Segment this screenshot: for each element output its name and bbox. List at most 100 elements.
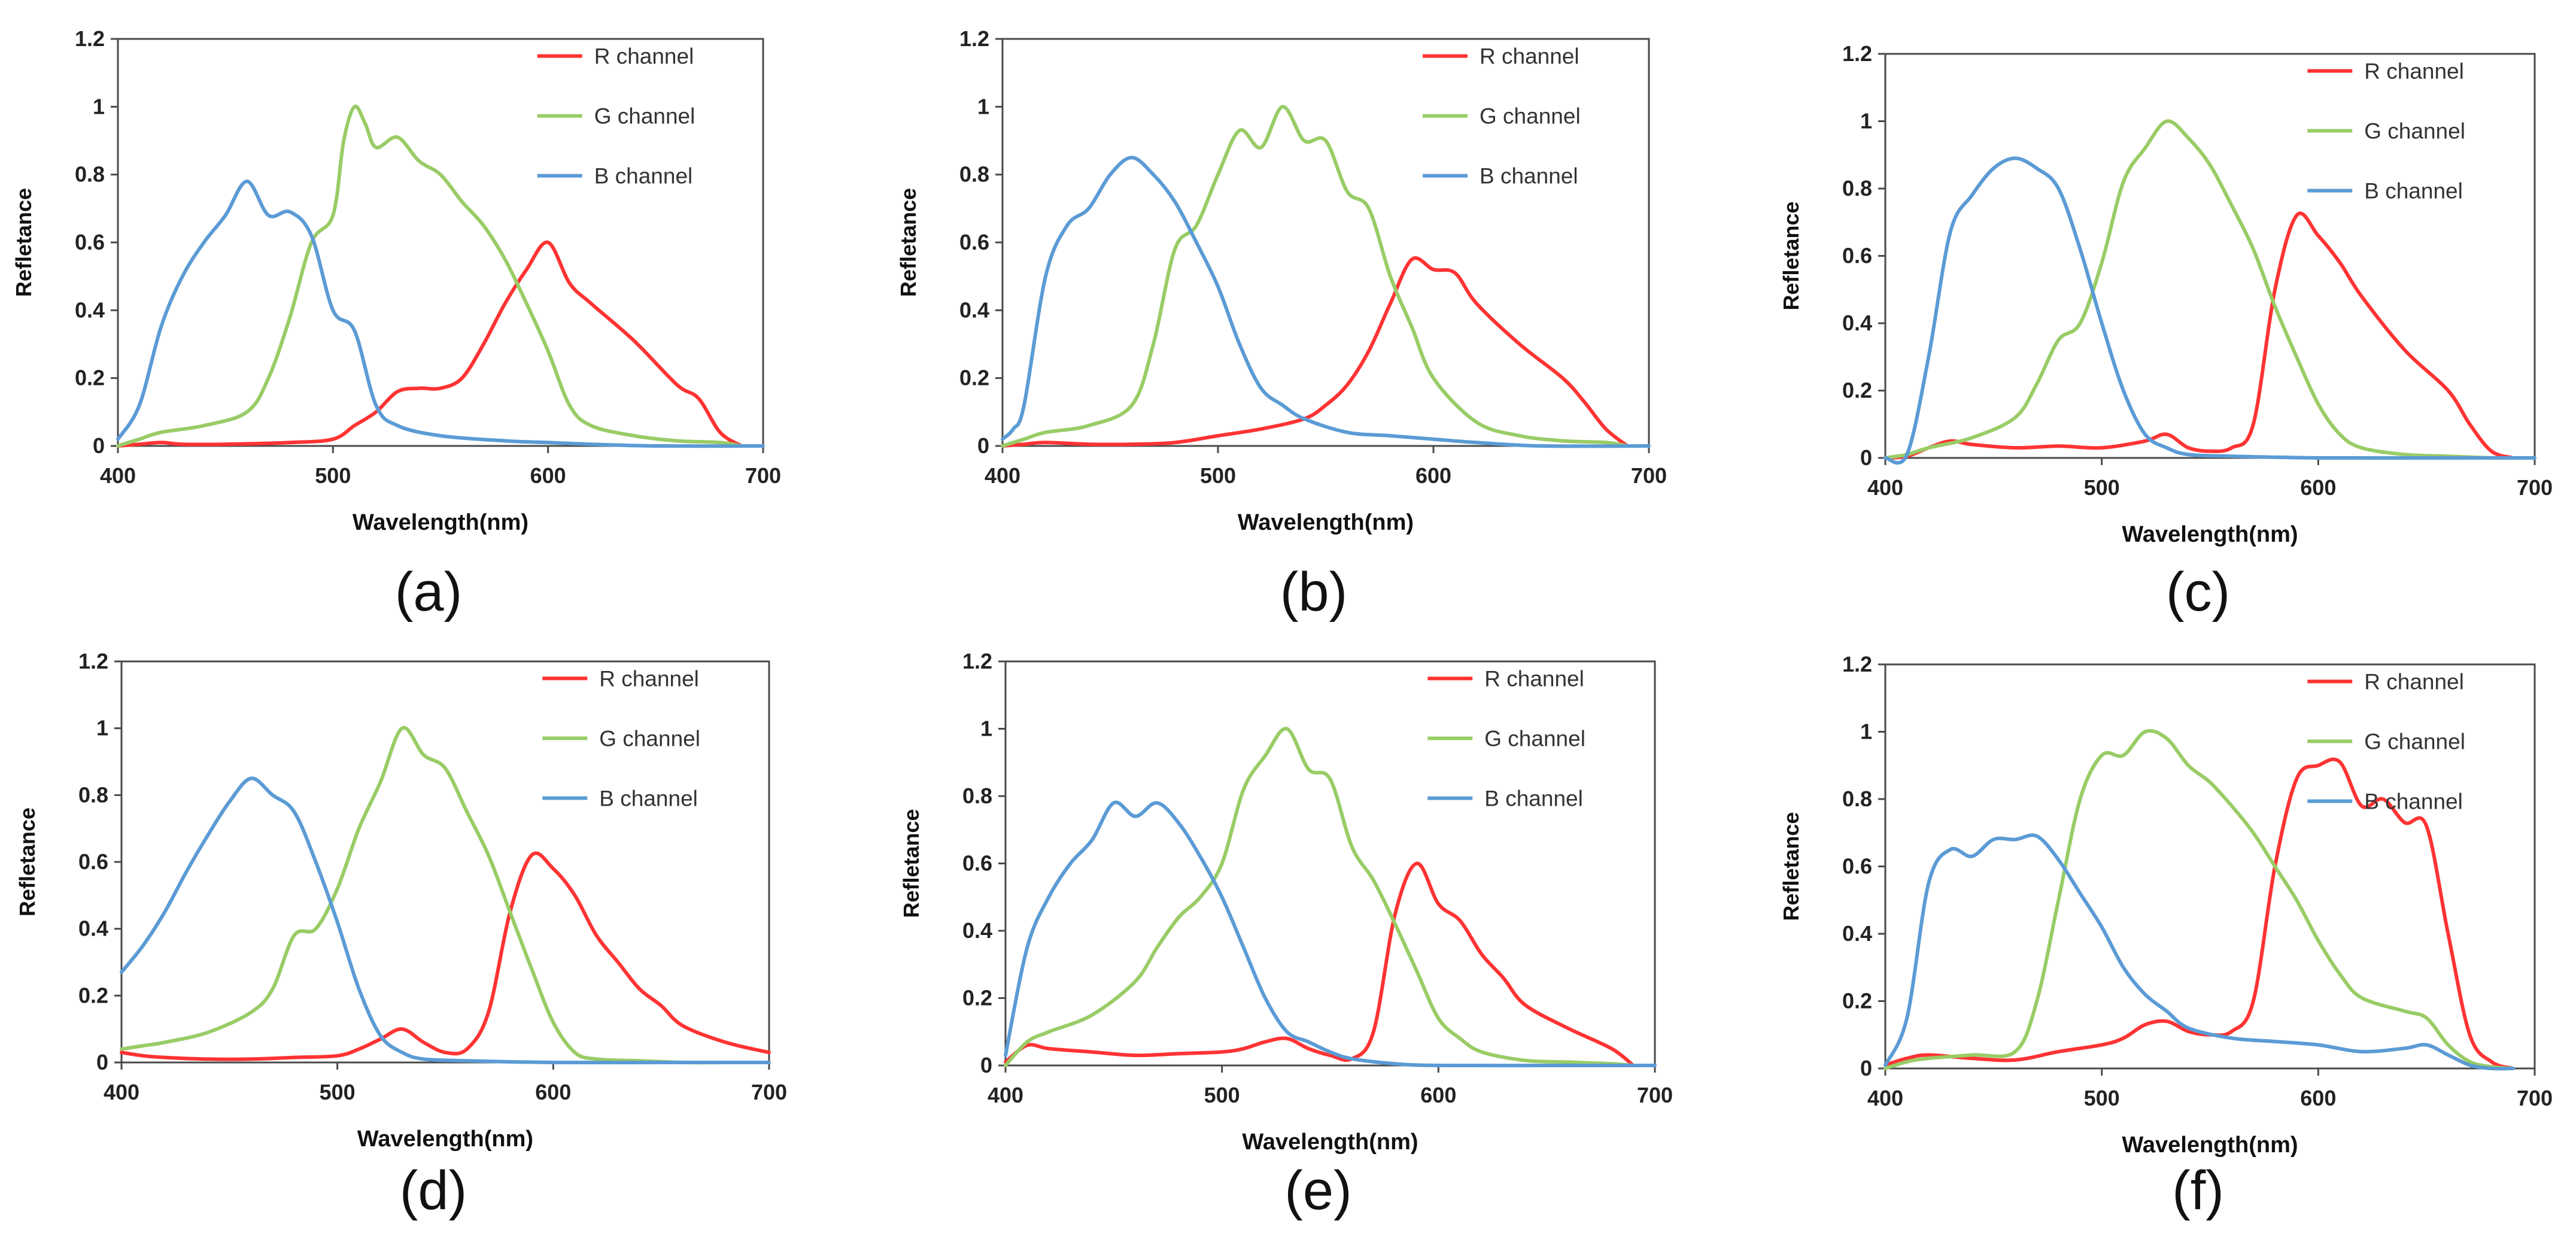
x-tick-label: 600	[1415, 463, 1451, 488]
y-tick-label: 1	[977, 94, 989, 119]
x-tick-label: 500	[320, 1080, 356, 1104]
y-tick-label: 1.2	[1842, 41, 1872, 66]
y-tick-label: 0.4	[78, 916, 108, 941]
y-tick-label: 1	[1860, 109, 1872, 133]
chart-panel: 0 0.2 0.4 0.6 0.8 1 1.2 400 500 600 700 Wavelength(…	[11, 26, 781, 623]
x-tick-label: 600	[2300, 475, 2336, 500]
series-line-b-channel	[1884, 833, 2515, 1071]
series-line-r-channel	[1001, 256, 1629, 448]
chart-panel: 0 0.2 0.4 0.6 0.8 1 1.2 400 500 600 700 Wavelength(…	[899, 649, 1673, 1221]
y-tick-label: 0.4	[962, 918, 992, 943]
y-tick-label: 0	[93, 433, 105, 458]
series-line-r-channel	[116, 240, 744, 448]
y-tick-label: 0.4	[1842, 921, 1872, 946]
y-tick-label: 0.6	[1842, 244, 1872, 268]
legend-label: R channel	[594, 44, 694, 69]
y-axis-label: Refletance	[1779, 201, 1803, 310]
legend-label: B channel	[2364, 179, 2463, 204]
x-tick-label: 500	[315, 463, 351, 488]
y-tick-label: 1.2	[75, 26, 105, 51]
x-axis-label: Wavelength(nm)	[357, 1127, 533, 1152]
legend-label: R channel	[1484, 667, 1584, 691]
x-tick-label: 500	[2084, 475, 2120, 500]
y-tick-label: 0.6	[1842, 854, 1872, 879]
y-tick-label: 0.4	[75, 297, 105, 322]
y-tick-label: 0.2	[1842, 378, 1872, 403]
x-tick-label: 400	[1867, 475, 1903, 500]
legend-label: B channel	[1484, 787, 1583, 811]
y-axis-label: Refletance	[1779, 812, 1803, 921]
chart-panel: 0 0.2 0.4 0.6 0.8 1 1.2 400 500 600 700 Wavelength(…	[1779, 41, 2553, 623]
series-line-r-channel	[1884, 211, 2515, 460]
legend-label: R channel	[599, 666, 699, 691]
x-tick-label: 700	[2517, 475, 2553, 500]
x-axis-label: Wavelength(nm)	[2122, 522, 2298, 547]
legend-label: B channel	[599, 786, 698, 810]
legend-label: B channel	[2364, 790, 2463, 814]
x-axis-label: Wavelength(nm)	[353, 510, 528, 535]
legend-label: G channel	[1480, 104, 1581, 129]
chart-panel: 0 0.2 0.4 0.6 0.8 1 1.2 400 500 600 700 Wavelength(…	[1779, 652, 2553, 1221]
y-tick-label: 0.8	[962, 784, 992, 808]
series-line-b-channel	[1884, 156, 2536, 465]
y-tick-label: 0	[977, 433, 989, 458]
x-tick-label: 400	[1867, 1086, 1903, 1110]
x-axis-label: Wavelength(nm)	[1238, 510, 1414, 535]
series-line-g-channel	[116, 104, 744, 448]
y-tick-label: 0.8	[78, 782, 108, 807]
x-tick-label: 500	[1204, 1083, 1240, 1107]
y-tick-label: 0.2	[1842, 989, 1872, 1013]
y-axis-label: Refletance	[899, 809, 924, 918]
y-axis-label: Refletance	[896, 188, 921, 297]
series-line-g-channel	[1884, 119, 2515, 460]
x-axis-label: Wavelength(nm)	[2122, 1132, 2298, 1158]
legend-label: B channel	[594, 164, 693, 189]
y-tick-label: 0.6	[75, 230, 105, 254]
legend-label: R channel	[2364, 59, 2464, 84]
y-tick-label: 1.2	[78, 649, 108, 673]
series-line-b-channel	[1004, 800, 1657, 1068]
panel-label: (e)	[1284, 1160, 1351, 1221]
y-tick-label: 0.6	[959, 230, 989, 254]
y-tick-label: 0	[1860, 445, 1872, 470]
y-tick-label: 1	[1860, 719, 1872, 744]
x-tick-label: 400	[985, 463, 1020, 488]
panel-label: (b)	[1280, 561, 1347, 623]
x-tick-label: 400	[100, 463, 136, 488]
series-line-g-channel	[1884, 728, 2515, 1070]
x-tick-label: 500	[1200, 463, 1236, 488]
y-tick-label: 0	[96, 1050, 108, 1074]
series-line-b-channel	[120, 776, 771, 1065]
legend-label: R channel	[1480, 44, 1579, 69]
panel-label: (c)	[2166, 561, 2230, 623]
y-tick-label: 0	[1860, 1056, 1872, 1080]
y-tick-label: 0.2	[78, 983, 108, 1007]
y-tick-label: 1	[980, 716, 992, 741]
x-tick-label: 400	[104, 1080, 139, 1104]
legend-label: R channel	[2364, 670, 2464, 694]
y-axis-label: Refletance	[15, 807, 40, 916]
y-tick-label: 1.2	[962, 649, 992, 673]
legend-label: G channel	[594, 104, 695, 129]
y-tick-label: 0.8	[1842, 176, 1872, 201]
x-tick-label: 700	[1637, 1083, 1673, 1107]
x-tick-label: 400	[988, 1083, 1023, 1107]
x-tick-label: 700	[2517, 1086, 2553, 1110]
y-tick-label: 0.4	[959, 297, 989, 322]
x-tick-label: 700	[745, 463, 781, 488]
panel-label: (f)	[2172, 1160, 2224, 1221]
series-line-r-channel	[1884, 757, 2515, 1070]
x-tick-label: 600	[530, 463, 566, 488]
legend-label: G channel	[2364, 730, 2465, 754]
x-tick-label: 600	[2300, 1086, 2336, 1110]
x-tick-label: 600	[1420, 1083, 1456, 1107]
y-tick-label: 0.2	[959, 366, 989, 390]
series-line-g-channel	[1004, 727, 1635, 1067]
chart-panel: 0 0.2 0.4 0.6 0.8 1 1.2 400 500 600 700 Wavelength(…	[15, 649, 787, 1221]
x-axis-label: Wavelength(nm)	[1242, 1129, 1418, 1155]
y-tick-label: 0.2	[75, 366, 105, 390]
y-tick-label: 0	[980, 1053, 992, 1077]
series-line-b-channel	[1001, 156, 1651, 448]
series-line-r-channel	[120, 851, 771, 1061]
